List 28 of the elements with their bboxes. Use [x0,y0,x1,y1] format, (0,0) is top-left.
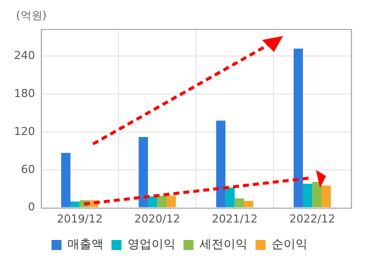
bar [322,186,331,208]
bar [294,48,303,208]
bar [138,137,148,208]
bar [61,152,70,208]
bar [234,198,244,208]
bar [157,196,167,208]
x-tick-label: 2020/12 [134,212,180,226]
y-tick-label: 240 [14,49,35,62]
bar [70,201,80,208]
y-tick-label: 0 [28,200,35,214]
bar [302,184,312,208]
y-tick-label: 60 [20,162,35,176]
legend-label: 순이익 [272,237,308,252]
x-tick-label: 2021/12 [212,212,258,226]
bar [166,196,176,208]
bar [216,120,226,208]
bar [312,182,322,208]
legend-label: 세전이익 [200,237,248,252]
bar [148,196,158,208]
x-tick-label: 2019/12 [56,212,103,226]
bar [244,200,254,208]
legend-label: 영업이익 [128,237,176,252]
bar [225,188,235,208]
x-tick-label: 2022/12 [289,212,336,226]
y-axis-title: (억원) [16,8,47,22]
legend-label: 매출액 [68,237,104,252]
y-tick-label: 180 [14,86,35,100]
y-tick-label: 120 [14,124,35,138]
